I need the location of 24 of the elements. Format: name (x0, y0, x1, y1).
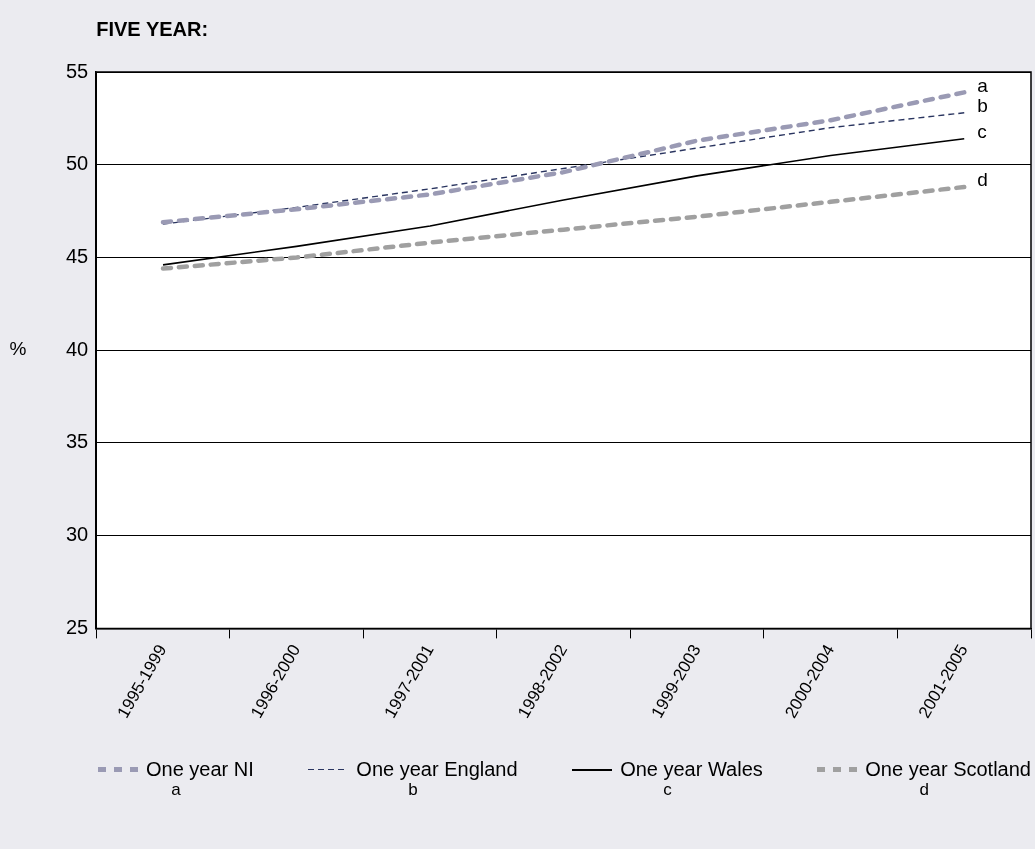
text: a (171, 780, 181, 799)
y-tick-label: 30 (66, 523, 89, 546)
annotation: c (977, 121, 987, 142)
y-axis-title: % (9, 338, 27, 360)
legend-label: One year Scotland (865, 758, 1031, 781)
y-tick-label: 55 (66, 59, 89, 82)
y-tick-label: 35 (66, 430, 89, 453)
y-tick-label: 25 (66, 615, 89, 638)
text: b (408, 780, 418, 799)
line-series (162, 112, 965, 225)
line-series (160, 90, 967, 225)
legend-label: One year NI (146, 758, 254, 781)
annotation: b (977, 95, 988, 117)
annotation: a (977, 74, 989, 96)
text: c (663, 780, 672, 799)
line-series (160, 184, 967, 271)
annotation: d (977, 169, 988, 191)
y-tick-label: 40 (66, 337, 89, 360)
y-tick-label: 50 (66, 152, 89, 175)
text: d (919, 780, 929, 799)
y-tick-label: 45 (66, 244, 89, 267)
chart-title: FIVE YEAR: (96, 17, 209, 40)
legend-label: One year Wales (620, 758, 763, 781)
legend-label: One year England (356, 758, 518, 781)
